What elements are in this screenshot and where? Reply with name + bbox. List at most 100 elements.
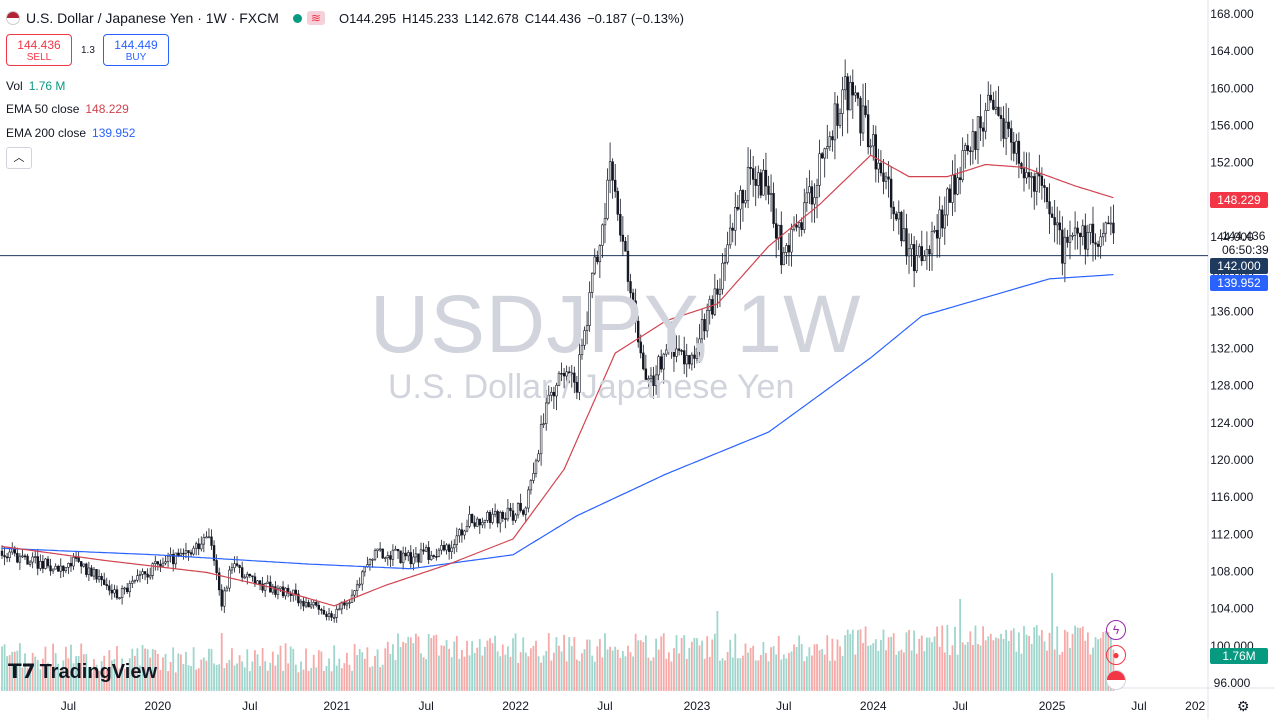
volume-axis-label: 1.76M	[1210, 648, 1268, 664]
candle-body	[933, 229, 936, 232]
candle-body	[307, 602, 310, 608]
volume-bar	[417, 636, 420, 691]
candle-body	[851, 82, 855, 96]
volume-bar	[719, 660, 721, 691]
candle-body	[389, 555, 392, 560]
candle-body	[879, 162, 883, 174]
volume-bar	[846, 629, 849, 691]
ema200-legend[interactable]: EMA 200 close 139.952	[6, 126, 135, 140]
candle-body	[161, 562, 165, 567]
candle-body	[685, 355, 688, 365]
volume-bar	[190, 666, 192, 691]
volume-bar	[831, 638, 834, 691]
volume-bar	[693, 637, 696, 691]
candle-body	[532, 473, 535, 481]
volume-bar	[305, 648, 307, 691]
volume-bar	[36, 660, 39, 691]
volume-bar	[785, 658, 788, 691]
symbol-title[interactable]: U.S. Dollar / Japanese Yen · 1W · FXCM	[26, 10, 279, 26]
volume-bar	[859, 629, 862, 691]
candle-body	[332, 617, 336, 619]
candle-body	[294, 589, 298, 595]
ema50-legend[interactable]: EMA 50 close 148.229	[6, 102, 129, 116]
candle-body	[335, 608, 338, 618]
buy-button[interactable]: 144.449 BUY	[103, 34, 169, 66]
candle-body	[156, 561, 160, 565]
candle-body	[54, 565, 57, 570]
volume-bar	[241, 661, 244, 691]
collapse-legend-button[interactable]: ︿	[6, 147, 32, 169]
y-tick-label: 160.000	[1210, 81, 1254, 95]
sell-button[interactable]: 144.436 SELL	[6, 34, 72, 66]
volume-bar	[1069, 647, 1071, 691]
candle-body	[1015, 140, 1018, 154]
volume-bar	[775, 654, 778, 691]
volume-bar	[1043, 641, 1046, 691]
candle-body	[220, 589, 223, 607]
volume-bar	[1056, 626, 1059, 691]
volume-bar	[926, 637, 928, 691]
volume-bar	[236, 663, 238, 691]
tradingview-logo[interactable]: 𝗧𝟳 TradingView	[8, 659, 157, 684]
volume-bar	[80, 643, 83, 691]
lightning-icon[interactable]: ϟ	[1106, 620, 1126, 640]
candle-body	[624, 240, 627, 252]
volume-bar	[1012, 628, 1015, 691]
candle-body	[836, 103, 839, 126]
x-tick-label: Jul	[418, 699, 433, 713]
volume-bar	[266, 670, 269, 691]
volume-bar	[1035, 625, 1038, 691]
candle-body	[34, 556, 37, 558]
volume-bar	[857, 630, 859, 691]
candle-body	[355, 584, 359, 591]
volume-bar	[26, 668, 29, 691]
candle-body	[353, 590, 356, 596]
volume-bar	[982, 626, 985, 691]
candle-body	[918, 246, 921, 257]
candle-body	[820, 153, 824, 159]
volume-bar	[402, 641, 405, 691]
volume-bar	[742, 655, 744, 691]
volume-legend[interactable]: Vol 1.76 M	[6, 79, 65, 93]
volume-bar	[770, 647, 772, 691]
candle-body	[749, 166, 752, 169]
volume-bar	[294, 664, 297, 691]
candle-body	[473, 522, 476, 527]
volume-bar	[144, 648, 146, 691]
volume-bar	[397, 633, 399, 691]
volume-bar	[64, 646, 67, 691]
volume-bar	[882, 629, 885, 691]
volume-bar	[772, 646, 775, 691]
volume-bar	[346, 652, 348, 691]
candle-body	[299, 600, 303, 604]
volume-bar	[261, 647, 264, 691]
candle-body	[463, 530, 466, 536]
record-icon[interactable]: ●	[1106, 645, 1126, 665]
candle-body	[325, 613, 328, 617]
us-flag-event-icon[interactable]	[1106, 670, 1126, 690]
volume-bar	[565, 661, 568, 691]
candle-body	[143, 571, 147, 575]
data-mode-icon[interactable]: ≋	[306, 11, 325, 25]
settings-gear-icon[interactable]: ⚙	[1237, 698, 1250, 714]
volume-bar	[749, 647, 752, 691]
candle-body	[240, 567, 244, 578]
volume-bar	[496, 651, 499, 691]
candle-body	[430, 555, 433, 560]
volume-bar	[839, 646, 841, 691]
volume-bar	[667, 652, 670, 691]
candle-body	[263, 583, 267, 591]
volume-bar	[501, 644, 504, 691]
volume-bar	[44, 646, 47, 691]
candle-body	[596, 256, 599, 263]
volume-bar	[892, 633, 895, 691]
volume-bar	[154, 649, 157, 691]
candle-body	[378, 548, 382, 551]
candle-body	[938, 209, 941, 239]
volume-bar	[225, 663, 228, 691]
volume-bar	[361, 652, 364, 691]
volume-bar	[394, 660, 397, 691]
candle-body	[861, 105, 865, 134]
volume-bar	[642, 642, 645, 691]
